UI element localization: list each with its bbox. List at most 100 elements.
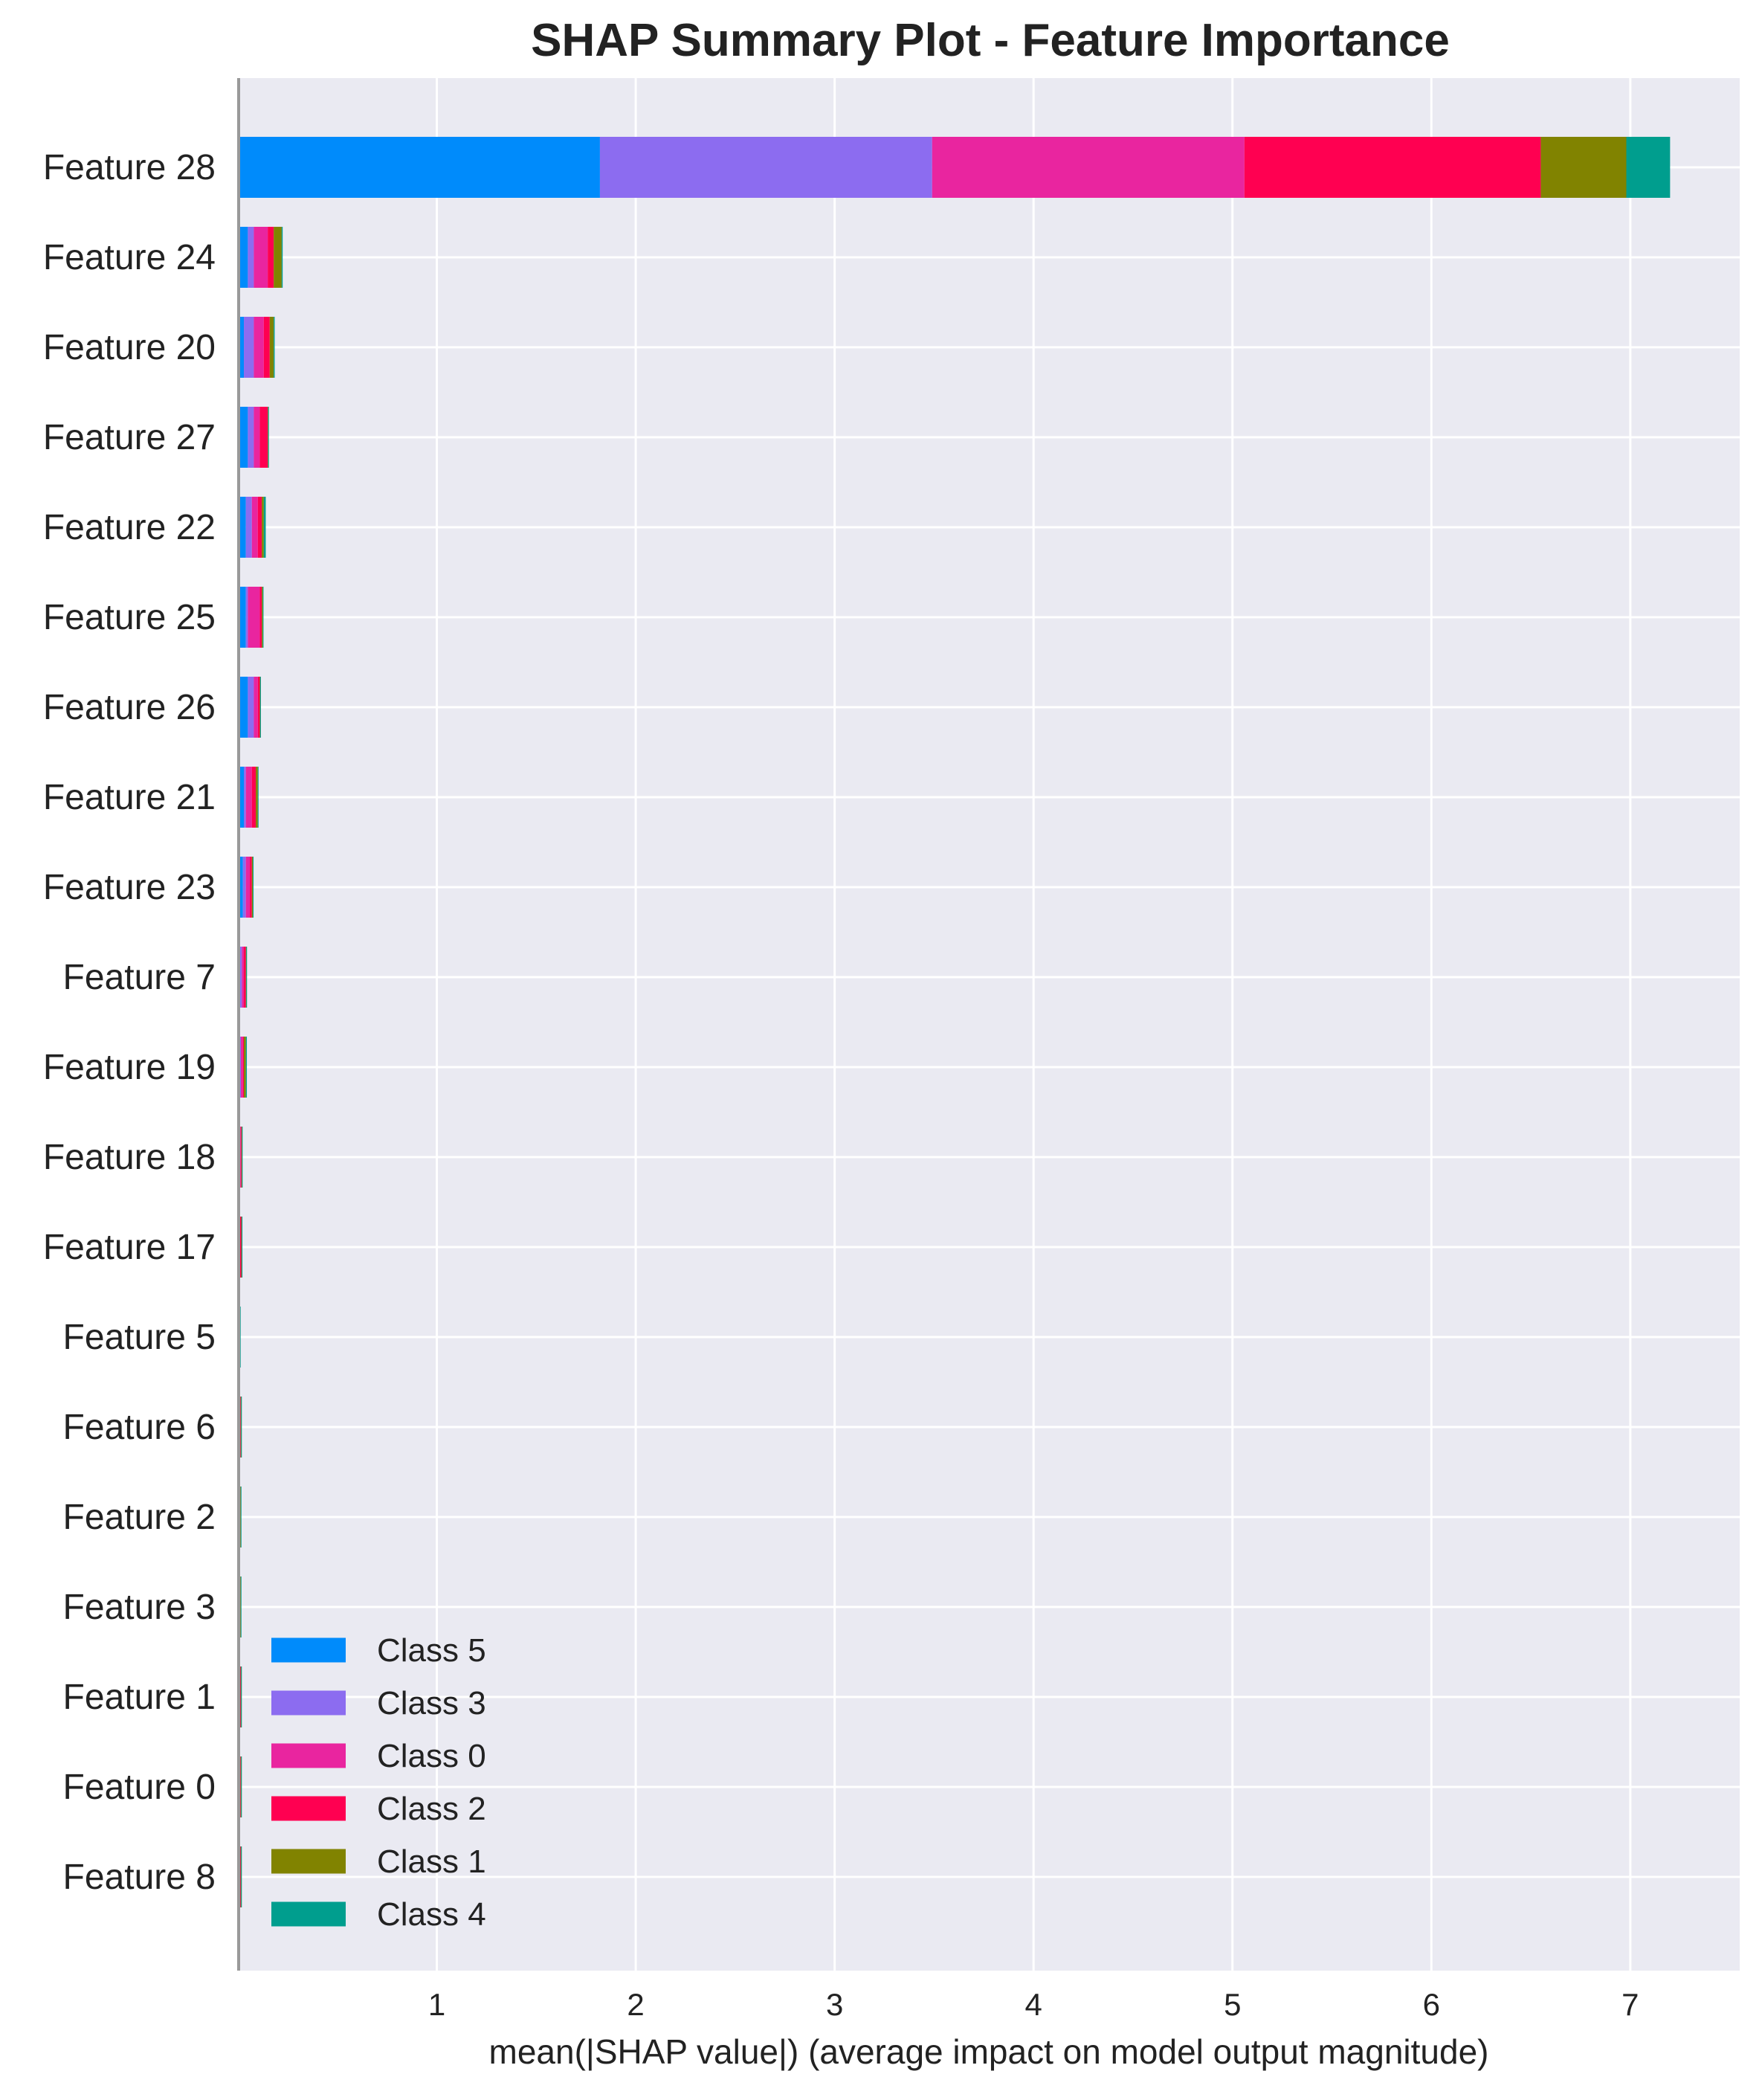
legend-label: Class 4 bbox=[377, 1896, 486, 1933]
x-tick-label: 3 bbox=[826, 1987, 843, 2022]
x-tick-label: 5 bbox=[1224, 1987, 1241, 2022]
y-tick-label: Feature 25 bbox=[43, 598, 216, 637]
y-tick-label: Feature 22 bbox=[43, 508, 216, 547]
bar-segment bbox=[244, 1037, 246, 1098]
y-tick-label: Feature 17 bbox=[43, 1228, 216, 1267]
x-tick-label: 2 bbox=[627, 1987, 644, 2022]
legend-label: Class 5 bbox=[377, 1632, 486, 1669]
y-tick-label: Feature 18 bbox=[43, 1138, 216, 1177]
bar-segment bbox=[241, 1846, 242, 1907]
bar-segment bbox=[256, 767, 258, 828]
bar-segment bbox=[244, 767, 246, 828]
bar-segment bbox=[240, 1846, 242, 1907]
bar-segment bbox=[240, 1127, 242, 1188]
bar-segment bbox=[238, 407, 248, 468]
bar-segment bbox=[240, 1666, 242, 1727]
legend-swatch bbox=[271, 1637, 346, 1663]
bar-segment bbox=[248, 227, 254, 288]
bar-segment bbox=[259, 677, 261, 738]
y-tick-label: Feature 24 bbox=[43, 238, 216, 277]
x-tick-label: 1 bbox=[428, 1987, 445, 2022]
bar-segment bbox=[240, 1397, 242, 1458]
bar-segment bbox=[599, 137, 932, 198]
bar-segment bbox=[245, 947, 247, 1008]
legend-swatch bbox=[271, 1901, 346, 1927]
bar-segment bbox=[248, 587, 260, 648]
bar-segment bbox=[238, 587, 246, 648]
y-tick-label: Feature 5 bbox=[63, 1318, 216, 1357]
bar-segment bbox=[274, 227, 282, 288]
bar-segment bbox=[1626, 137, 1671, 198]
bar-segment bbox=[240, 1576, 242, 1637]
y-tick-label: Feature 19 bbox=[43, 1048, 216, 1087]
bar-segment bbox=[242, 947, 245, 1008]
legend-label: Class 2 bbox=[377, 1791, 486, 1827]
bar-segment bbox=[268, 407, 269, 468]
bar-segment bbox=[245, 497, 252, 558]
y-tick-label: Feature 23 bbox=[43, 868, 216, 907]
bar-segment bbox=[240, 1756, 242, 1817]
bar-segment bbox=[259, 587, 262, 648]
bar-segment bbox=[257, 767, 259, 828]
bar-segment bbox=[254, 407, 260, 468]
bar-segment bbox=[238, 317, 245, 378]
y-tick-label: Feature 1 bbox=[63, 1678, 216, 1717]
y-tick-label: Feature 8 bbox=[63, 1858, 216, 1897]
bar-segment bbox=[268, 227, 274, 288]
y-tick-label: Feature 26 bbox=[43, 688, 216, 727]
bar-segment bbox=[245, 857, 251, 918]
bar-segment bbox=[241, 1397, 242, 1458]
bar-segment bbox=[238, 767, 245, 828]
bar-segment bbox=[240, 1846, 242, 1907]
y-tick-label: Feature 21 bbox=[43, 778, 216, 817]
bar-segment bbox=[241, 1037, 243, 1098]
legend-swatch bbox=[271, 1690, 346, 1716]
y-tick-label: Feature 2 bbox=[63, 1498, 216, 1537]
y-tick-label: Feature 27 bbox=[43, 418, 216, 457]
bar-segment bbox=[244, 947, 246, 1008]
bar-segment bbox=[1244, 137, 1541, 198]
bar-segment bbox=[240, 1666, 242, 1727]
bar-segment bbox=[241, 1756, 242, 1817]
bar-segment bbox=[240, 1487, 242, 1547]
bar-segment bbox=[245, 587, 248, 648]
bar-segment bbox=[239, 1666, 241, 1727]
chart-title: SHAP Summary Plot - Feature Importance bbox=[531, 15, 1450, 66]
bar-segment bbox=[240, 1487, 242, 1547]
bar-segment bbox=[239, 1217, 242, 1278]
legend-swatch bbox=[271, 1796, 346, 1821]
bar-segment bbox=[238, 227, 248, 288]
bar-segment bbox=[251, 857, 254, 918]
bar-segment bbox=[251, 497, 258, 558]
plot-area bbox=[238, 78, 1740, 1971]
bars bbox=[238, 137, 1671, 1907]
bar-segment bbox=[239, 1037, 242, 1098]
bar-segment bbox=[239, 1756, 241, 1817]
bar-segment bbox=[262, 587, 264, 648]
legend-swatch bbox=[271, 1743, 346, 1768]
legend-label: Class 1 bbox=[377, 1843, 486, 1880]
bar-segment bbox=[250, 857, 252, 918]
bar-segment bbox=[281, 227, 283, 288]
bar-segment bbox=[244, 317, 254, 378]
bar-segment bbox=[263, 497, 266, 558]
bar-segment bbox=[259, 407, 268, 468]
bar-segment bbox=[251, 767, 256, 828]
bar-segment bbox=[245, 767, 252, 828]
bar-segment bbox=[263, 317, 270, 378]
y-tick-label: Feature 7 bbox=[63, 958, 216, 997]
bar-segment bbox=[254, 677, 258, 738]
bar-segment bbox=[238, 137, 600, 198]
bar-segment bbox=[254, 227, 268, 288]
bar-segment bbox=[238, 857, 243, 918]
bar-segment bbox=[1540, 137, 1627, 198]
bar-segment bbox=[259, 677, 261, 738]
bar-segment bbox=[242, 1037, 245, 1098]
bar-segment bbox=[239, 1846, 241, 1907]
y-tick-label: Feature 3 bbox=[63, 1588, 216, 1627]
y-tick-labels: Feature 28 Feature 24 Feature 20 Feature 27… bbox=[43, 148, 216, 1897]
legend-swatch bbox=[271, 1849, 346, 1874]
bar-segment bbox=[248, 677, 254, 738]
